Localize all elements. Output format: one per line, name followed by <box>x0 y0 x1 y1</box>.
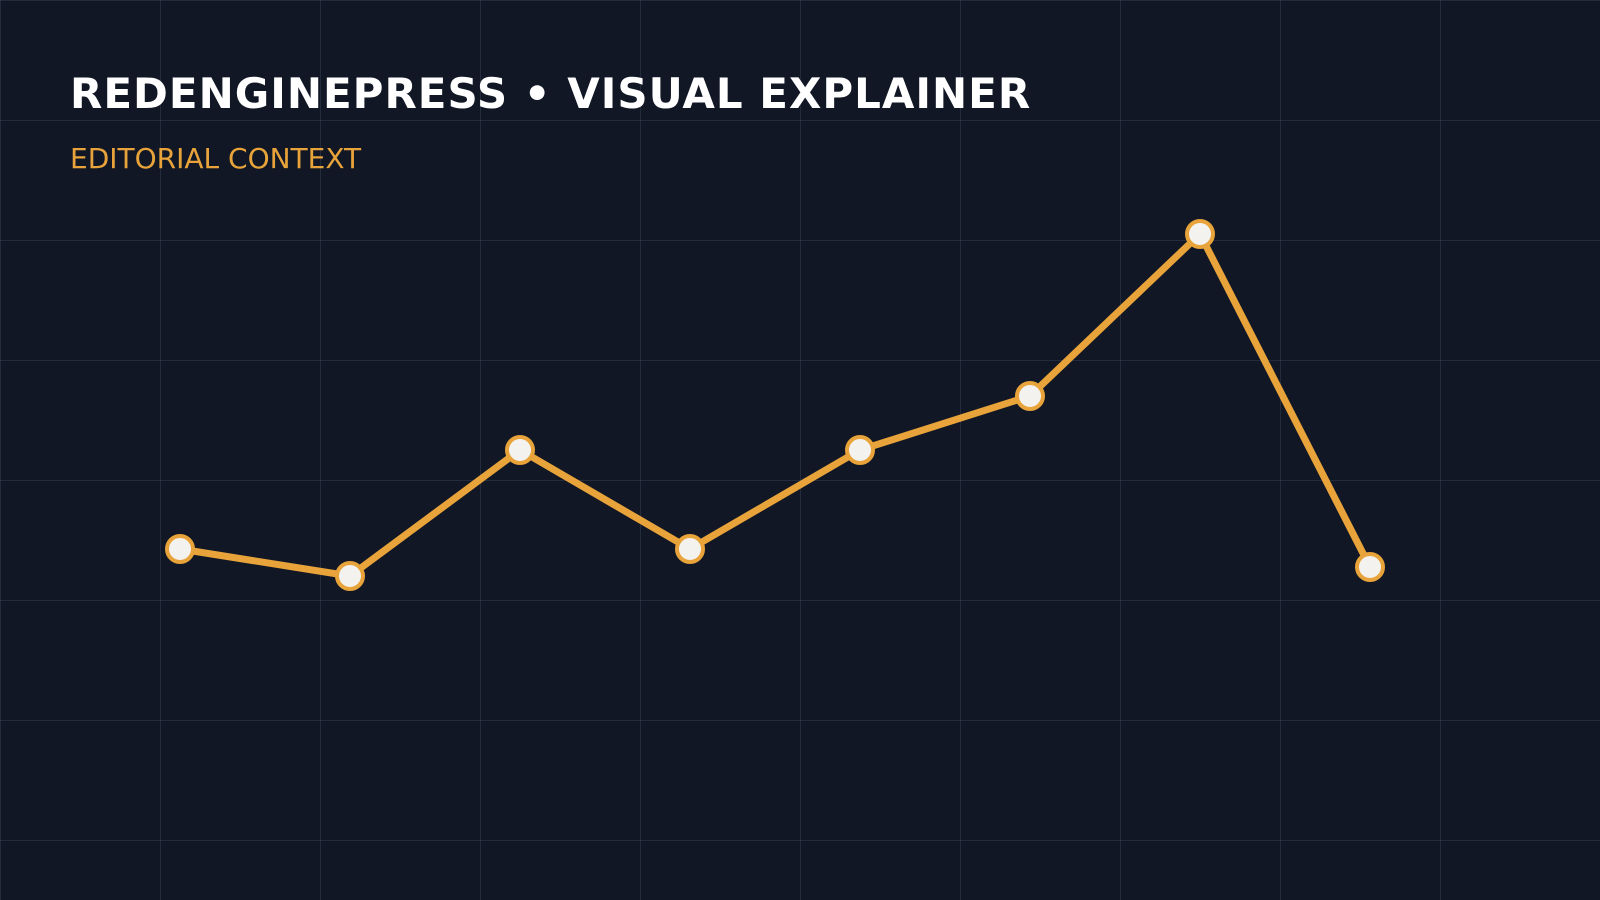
point <box>845 435 875 465</box>
point <box>165 534 195 564</box>
point <box>675 534 705 564</box>
point <box>1185 219 1215 249</box>
point <box>1015 381 1045 411</box>
chart-subtitle: EDITORIAL CONTEXT <box>70 142 362 175</box>
point <box>1355 552 1385 582</box>
point <box>335 561 365 591</box>
point <box>505 435 535 465</box>
chart-title: REDENGINEPRESS • VISUAL EXPLAINER <box>70 69 1031 118</box>
line <box>176 230 1374 580</box>
